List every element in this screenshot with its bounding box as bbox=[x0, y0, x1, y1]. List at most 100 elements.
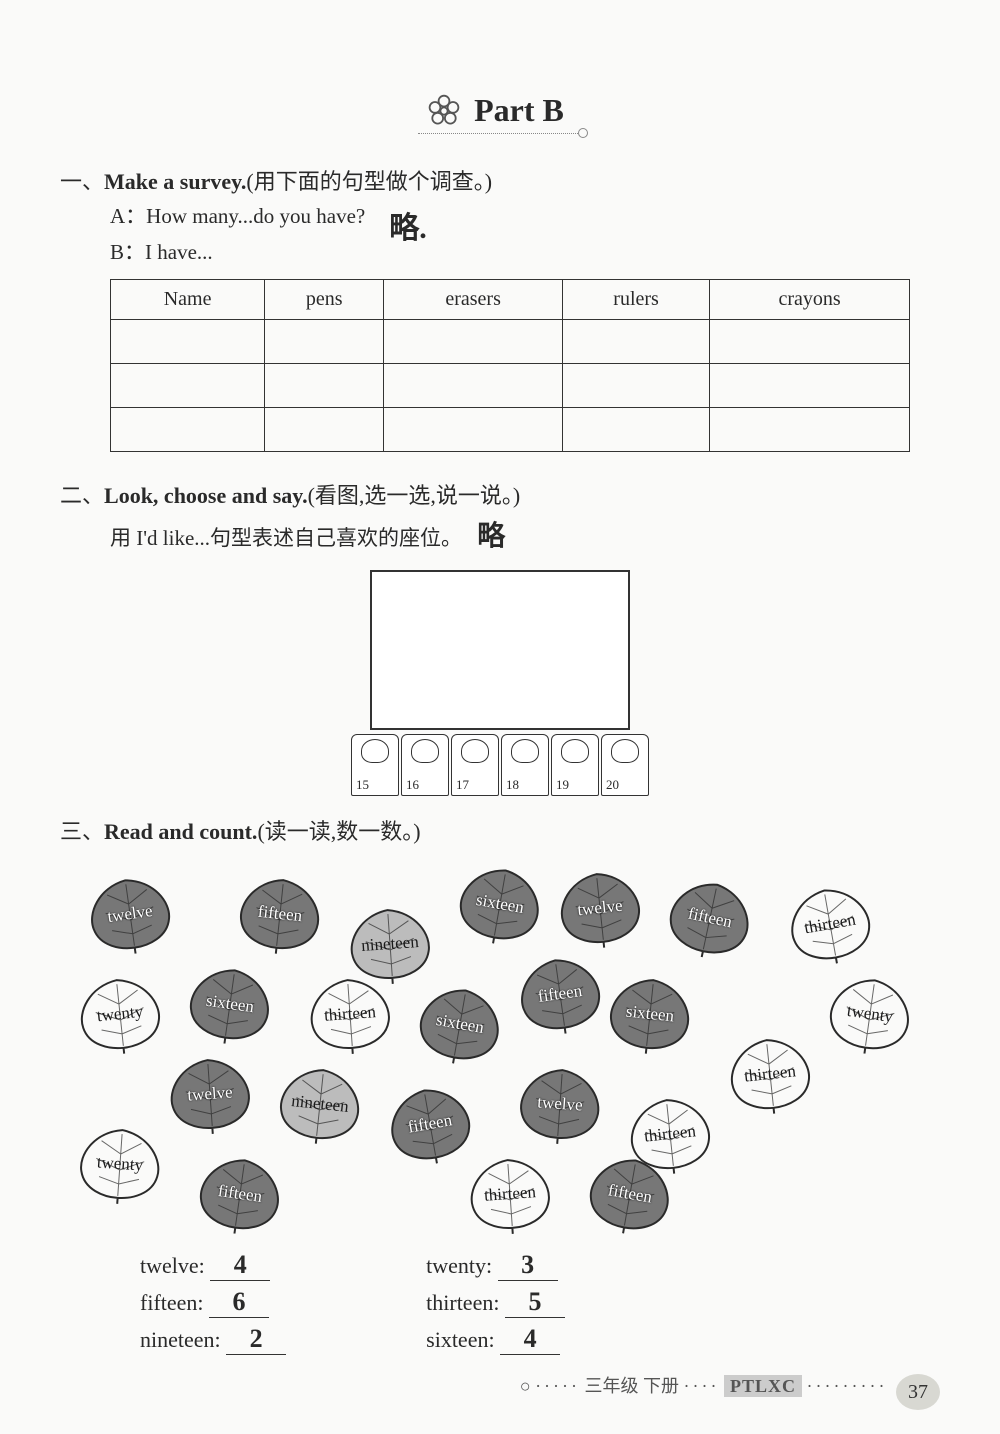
table-row bbox=[111, 407, 910, 451]
answer-label: twenty: bbox=[426, 1253, 498, 1278]
answer-value: 4 bbox=[210, 1250, 270, 1281]
table-header: Name bbox=[111, 279, 265, 319]
sec2-title: Look, choose and say. bbox=[104, 483, 308, 508]
leaf-sixteen: sixteen bbox=[404, 975, 516, 1071]
table-cell[interactable] bbox=[111, 319, 265, 363]
table-cell[interactable] bbox=[111, 363, 265, 407]
leaf-sixteen: sixteen bbox=[596, 969, 704, 1059]
sec2-hand-note: 略 bbox=[477, 521, 505, 552]
section-3: 三、Read and count.(读一读,数一数。) twelvefiftee… bbox=[60, 814, 940, 1360]
footer-dots: ····· bbox=[535, 1376, 580, 1396]
answer-value: 6 bbox=[209, 1287, 269, 1318]
leaf-sixteen: sixteen bbox=[175, 957, 285, 1050]
sec2-paren: (看图,选一选,说一说。) bbox=[308, 483, 521, 508]
leaf-twelve: twelve bbox=[157, 1050, 262, 1137]
leaf-sixteen: sixteen bbox=[444, 855, 556, 951]
leaf-twenty: twenty bbox=[67, 1120, 172, 1207]
sec1-lineA: A：How many...do you have? bbox=[110, 199, 365, 235]
answer-value: 3 bbox=[498, 1250, 558, 1281]
answer-row: sixteen: 4 bbox=[426, 1324, 565, 1355]
table-cell[interactable] bbox=[384, 319, 563, 363]
section-2: 二、Look, choose and say.(看图,选一选,说一说。) 用 I… bbox=[60, 478, 940, 797]
seat: 17 bbox=[451, 734, 499, 796]
dot-decor bbox=[578, 128, 588, 138]
footer-dots2: ···· bbox=[684, 1376, 720, 1396]
answer-value: 4 bbox=[500, 1324, 560, 1355]
leaf-fifteen: fifteen bbox=[653, 868, 767, 967]
leaf-twelve: twelve bbox=[546, 863, 654, 953]
leaf-thirteen: thirteen bbox=[297, 970, 402, 1057]
footer-dot: ○ bbox=[520, 1376, 531, 1396]
answer-value: 5 bbox=[505, 1287, 565, 1318]
footer-dots3: ········· bbox=[807, 1376, 888, 1396]
leaf-fifteen: fifteen bbox=[185, 1147, 295, 1240]
answer-row: thirteen: 5 bbox=[426, 1287, 565, 1318]
sec2-num: 二、 bbox=[60, 483, 104, 508]
table-cell[interactable] bbox=[562, 319, 709, 363]
table-row bbox=[111, 363, 910, 407]
table-header: crayons bbox=[710, 279, 910, 319]
leaf-twenty: twenty bbox=[66, 969, 174, 1059]
leaf-twelve: twelve bbox=[507, 1060, 612, 1147]
leaf-twelve: twelve bbox=[75, 867, 185, 960]
footer-brand: PTLXC bbox=[724, 1375, 802, 1397]
table-cell[interactable] bbox=[562, 407, 709, 451]
leaf-fifteen: fifteen bbox=[574, 1145, 686, 1241]
sec3-paren: (读一读,数一数。) bbox=[257, 819, 420, 844]
leaf-fifteen: fifteen bbox=[226, 869, 334, 959]
answer-label: sixteen: bbox=[426, 1327, 500, 1352]
table-cell[interactable] bbox=[384, 407, 563, 451]
leaf-twenty: twenty bbox=[815, 967, 925, 1060]
sec2-sub: 用 I'd like...句型表述自己喜欢的座位。 bbox=[110, 526, 462, 550]
answer-row: fifteen: 6 bbox=[140, 1287, 286, 1318]
table-header: rulers bbox=[562, 279, 709, 319]
seat: 19 bbox=[551, 734, 599, 796]
sec1-paren: (用下面的句型做个调查。) bbox=[246, 169, 492, 194]
seat: 20 bbox=[601, 734, 649, 796]
table-cell[interactable] bbox=[265, 407, 384, 451]
seat: 15 bbox=[351, 734, 399, 796]
answer-label: twelve: bbox=[140, 1253, 210, 1278]
leaf-nineteen: nineteen bbox=[266, 1059, 374, 1149]
seat: 16 bbox=[401, 734, 449, 796]
flower-icon bbox=[426, 93, 462, 129]
table-row bbox=[111, 319, 910, 363]
leaf-area: twelvefifteennineteensixteentwelvefiftee… bbox=[60, 854, 930, 1234]
answer-label: fifteen: bbox=[140, 1290, 209, 1315]
footer-grade: 三年级 下册 bbox=[585, 1376, 680, 1396]
leaf-thirteen: thirteen bbox=[457, 1150, 562, 1237]
answer-row: twenty: 3 bbox=[426, 1250, 565, 1281]
seat-figure: 151617181920 bbox=[320, 570, 680, 796]
table-cell[interactable] bbox=[265, 319, 384, 363]
table-cell[interactable] bbox=[265, 363, 384, 407]
sec1-hand-note: 略. bbox=[389, 203, 427, 247]
answer-value: 2 bbox=[226, 1324, 286, 1355]
page-number: 37 bbox=[896, 1374, 940, 1410]
table-cell[interactable] bbox=[562, 363, 709, 407]
table-header: pens bbox=[265, 279, 384, 319]
sec3-num: 三、 bbox=[60, 819, 104, 844]
seat: 18 bbox=[501, 734, 549, 796]
answer-label: thirteen: bbox=[426, 1290, 505, 1315]
table-cell[interactable] bbox=[384, 363, 563, 407]
answer-row: twelve: 4 bbox=[140, 1250, 286, 1281]
table-cell[interactable] bbox=[111, 407, 265, 451]
sec1-title: Make a survey. bbox=[104, 169, 246, 194]
leaf-thirteen: thirteen bbox=[774, 875, 886, 971]
sec3-title: Read and count. bbox=[104, 819, 257, 844]
table-cell[interactable] bbox=[710, 407, 910, 451]
part-title: Part B bbox=[474, 92, 564, 129]
answer-label: nineteen: bbox=[140, 1327, 226, 1352]
leaf-thirteen: thirteen bbox=[716, 1029, 824, 1119]
table-cell[interactable] bbox=[710, 319, 910, 363]
sec1-lineB: B：I have... bbox=[110, 235, 365, 271]
page-footer: ○ ····· 三年级 下册 ···· PTLXC ········· 37 bbox=[0, 1368, 1000, 1404]
table-cell[interactable] bbox=[710, 363, 910, 407]
sec1-num: 一、 bbox=[60, 169, 104, 194]
seat-board bbox=[370, 570, 630, 730]
survey-table: Namepenserasersrulerscrayons bbox=[110, 279, 910, 452]
answers: twelve: 4fifteen: 6nineteen: 2 twenty: 3… bbox=[140, 1244, 940, 1361]
table-header: erasers bbox=[384, 279, 563, 319]
section-1: 一、Make a survey.(用下面的句型做个调查。) A：How many… bbox=[60, 164, 940, 452]
part-header: Part B bbox=[60, 90, 940, 134]
